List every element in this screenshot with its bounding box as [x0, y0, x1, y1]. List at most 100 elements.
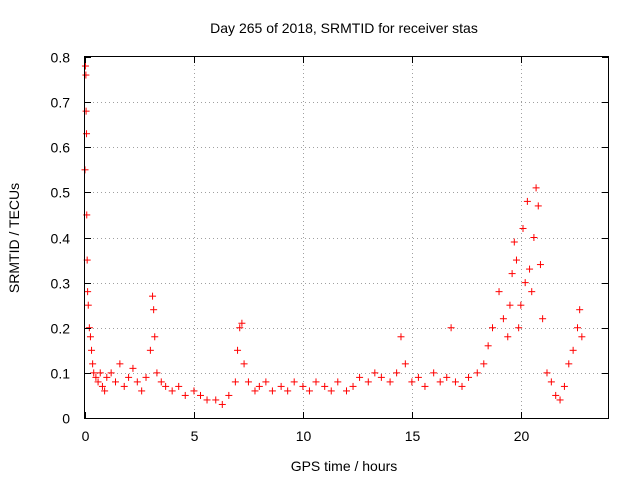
data-point: [133, 378, 141, 386]
data-point: [523, 197, 531, 205]
data-point: [120, 382, 128, 390]
data-point: [212, 396, 220, 404]
chart-title: Day 265 of 2018, SRMTID for receiver sta…: [210, 20, 478, 36]
data-point: [157, 378, 165, 386]
data-point: [489, 324, 497, 332]
data-point: [480, 360, 488, 368]
data-point: [81, 62, 89, 70]
data-point: [556, 396, 564, 404]
y-tick-labels: 0 0.1 0.2 0.3 0.4 0.5 0.6 0.7 0.8: [51, 50, 71, 427]
y-tick-label: 0.2: [51, 321, 71, 337]
data-points: [81, 62, 586, 408]
y-tick-label: 0.8: [51, 50, 71, 66]
x-tick-label: 15: [405, 428, 421, 444]
data-point: [458, 382, 466, 390]
data-point: [150, 306, 158, 314]
data-point: [88, 346, 96, 354]
data-point: [190, 387, 198, 395]
plot-frame: [84, 56, 609, 419]
data-point: [504, 333, 512, 341]
data-point: [447, 324, 455, 332]
data-point: [225, 391, 233, 399]
x-tick-label: 0: [82, 428, 90, 444]
data-point: [386, 378, 394, 386]
x-tick-label: 5: [191, 428, 199, 444]
data-point: [484, 342, 492, 350]
data-point: [560, 382, 568, 390]
data-point: [565, 360, 573, 368]
x-tick-label: 10: [296, 428, 312, 444]
data-point: [305, 387, 313, 395]
data-point: [240, 360, 248, 368]
data-point: [236, 324, 244, 332]
data-point: [377, 373, 385, 381]
y-tick-label: 0.4: [51, 231, 71, 247]
data-point: [436, 378, 444, 386]
data-point: [85, 324, 93, 332]
data-point: [408, 378, 416, 386]
data-point: [569, 346, 577, 354]
data-point: [181, 391, 189, 399]
data-point: [364, 378, 372, 386]
data-point: [343, 387, 350, 395]
x-tick-labels: 0 5 10 15 20: [82, 428, 530, 444]
data-point: [543, 369, 551, 377]
data-point: [268, 387, 276, 395]
data-point: [255, 382, 263, 390]
data-point: [530, 234, 538, 241]
data-point: [547, 378, 555, 386]
data-point: [146, 346, 154, 354]
data-point: [356, 373, 364, 381]
data-point: [334, 378, 342, 386]
data-point: [142, 373, 150, 381]
data-point: [262, 378, 270, 386]
data-point: [107, 369, 115, 377]
y-tick-label: 0.7: [51, 95, 71, 111]
data-point: [112, 378, 120, 386]
data-point: [116, 360, 124, 368]
data-point: [495, 288, 503, 296]
x-axis-label: GPS time / hours: [291, 458, 398, 474]
data-point: [349, 382, 357, 390]
x-tick-label: 20: [514, 428, 530, 444]
y-tick-label: 0: [62, 411, 70, 427]
data-point: [393, 369, 401, 377]
data-point: [251, 387, 259, 395]
data-point: [510, 238, 518, 246]
data-point: [98, 382, 106, 390]
data-point: [138, 387, 146, 395]
data-point: [151, 333, 159, 341]
data-point: [290, 378, 298, 386]
data-point: [84, 301, 92, 309]
data-point: [536, 261, 544, 269]
data-point: [519, 224, 527, 232]
data-point: [327, 387, 335, 395]
data-point: [521, 279, 529, 287]
data-point: [299, 382, 307, 390]
data-point: [153, 369, 161, 377]
data-point: [421, 382, 429, 390]
data-point: [234, 346, 242, 354]
data-point: [539, 315, 547, 323]
data-point: [371, 369, 379, 377]
data-point: [312, 378, 320, 386]
data-point: [129, 364, 137, 372]
data-point: [401, 360, 409, 368]
data-point: [203, 396, 211, 404]
data-point: [552, 391, 560, 399]
data-point: [218, 400, 226, 408]
data-point: [84, 288, 92, 296]
data-point: [94, 378, 102, 386]
data-point: [162, 382, 170, 390]
data-point: [534, 202, 542, 210]
data-point: [231, 378, 239, 386]
data-point: [101, 387, 109, 395]
data-point: [196, 391, 204, 399]
y-tick-label: 0.6: [51, 140, 71, 156]
data-point: [90, 369, 98, 377]
data-point: [515, 324, 523, 332]
data-point: [96, 369, 104, 377]
data-point: [89, 360, 97, 368]
data-point: [528, 288, 536, 296]
